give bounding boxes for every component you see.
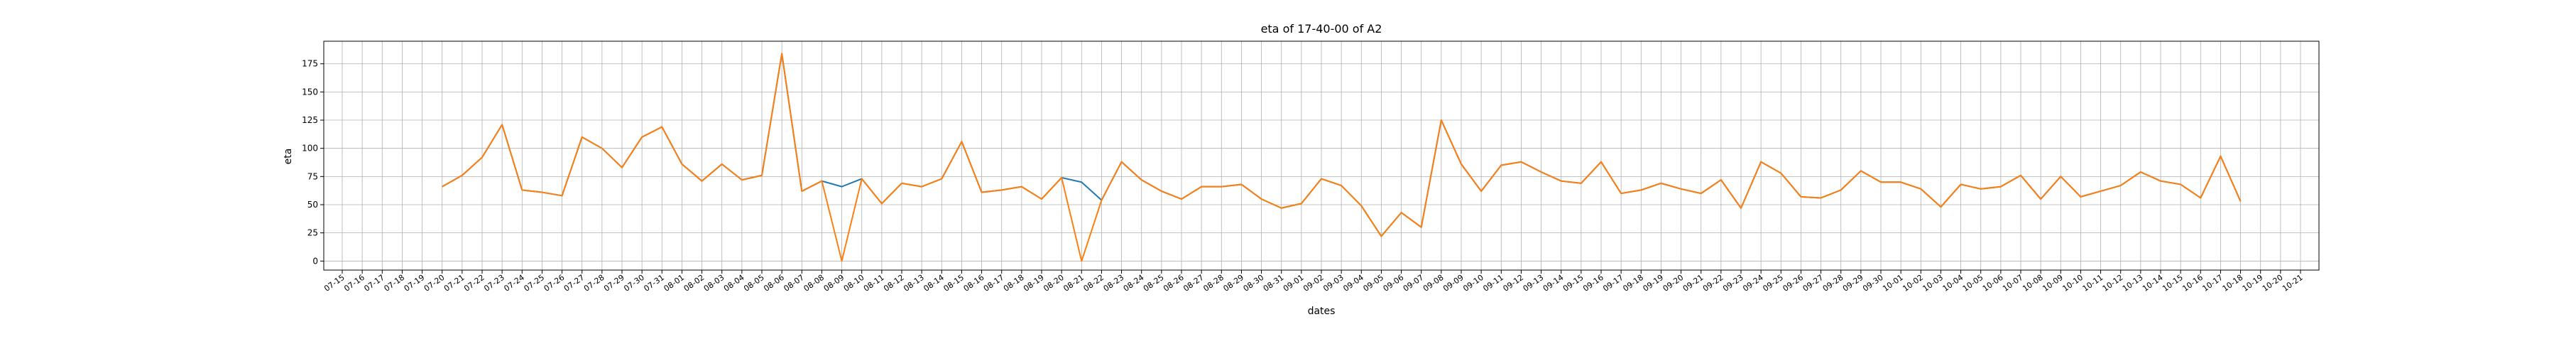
chart-title: eta of 17-40-00 of A2 (1261, 22, 1382, 36)
y-tick-label: 175 (302, 59, 318, 69)
y-tick-label: 150 (302, 87, 318, 97)
y-axis-label: eta (283, 149, 294, 165)
y-tick-label: 125 (302, 115, 318, 125)
x-axis-label: dates (1308, 306, 1336, 317)
series-line-2 (442, 53, 2242, 262)
y-axis-ticks: 0 25 50 75 100 125 150 175 (302, 59, 324, 266)
grid-lines (324, 41, 2319, 270)
y-tick-label: 75 (307, 171, 318, 181)
y-tick-label: 100 (302, 144, 318, 154)
y-tick-label: 25 (307, 228, 318, 238)
y-tick-label: 50 (307, 200, 318, 210)
series-lines (442, 53, 2242, 262)
y-tick-label: 0 (312, 256, 318, 266)
